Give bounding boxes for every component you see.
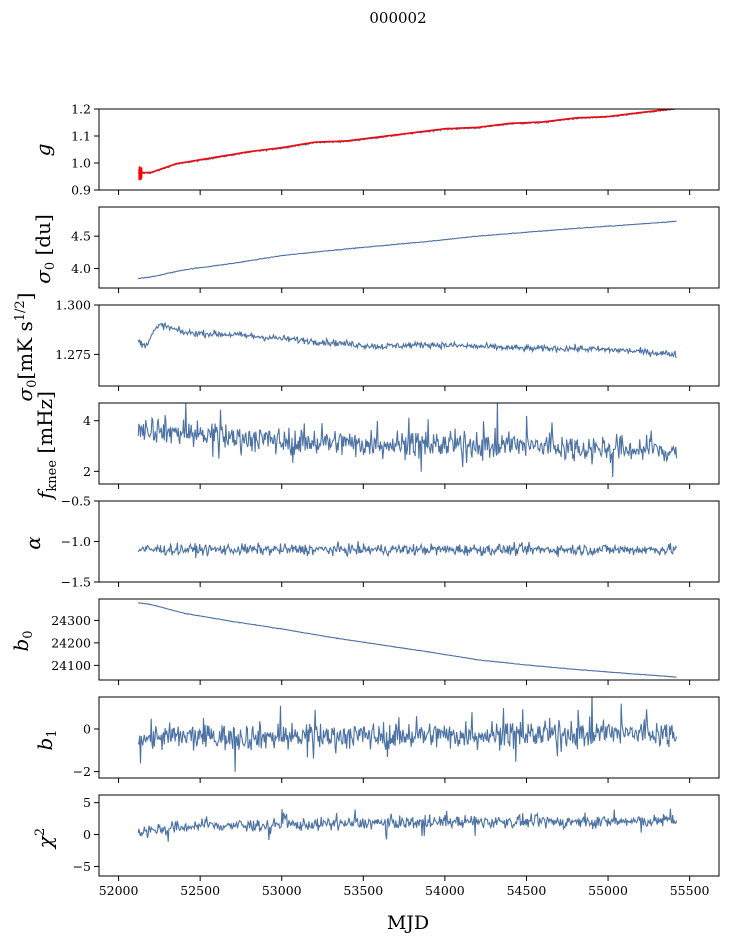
panel-g: 0.9 1.0 1.1 1.2 xyxy=(71,102,720,198)
axes-frame-b1 xyxy=(98,696,720,779)
svg-text:α: α xyxy=(21,536,45,550)
fit-line-g xyxy=(138,109,677,174)
series-line-alpha xyxy=(137,541,678,559)
ytick-label-sigma0-du: 4.5 xyxy=(71,229,91,244)
ytick-label-b1: −2 xyxy=(73,764,91,779)
ytick-label-sigma0-du: 4.0 xyxy=(71,261,91,276)
panel-sigma0-du: 4.0 4.5 xyxy=(71,206,720,293)
svg-text:g: g xyxy=(31,144,55,157)
ytick-label-g: 1.2 xyxy=(71,102,91,117)
ytick-label-alpha: −0.5 xyxy=(61,494,91,509)
ytick-label-chi2: 0 xyxy=(83,827,91,842)
panel-b0: 24100 24200 24300 xyxy=(51,598,720,685)
ytick-label-b0: 24100 xyxy=(51,658,91,673)
axes-frame-b0 xyxy=(98,598,720,681)
series-line-b1 xyxy=(137,697,678,772)
xtick-label: 52000 xyxy=(99,883,139,898)
ytick-label-fknee: 2 xyxy=(83,464,91,479)
ylabel-fknee: fknee [mHz] xyxy=(33,391,60,501)
ytick-label-b1: 0 xyxy=(83,721,91,736)
x-axis: 52000 52500 53000 53500 54000 54500 55000 55500 xyxy=(99,883,710,898)
axes-frame-g xyxy=(98,108,720,191)
axes-frame-sigma0-mk xyxy=(98,304,720,387)
xtick-label: 54000 xyxy=(425,883,465,898)
svg-text:σ0[mK s1/2]: σ0[mK s1/2] xyxy=(13,292,40,401)
ytick-label-b0: 24300 xyxy=(51,613,91,628)
ylabel-alpha: α xyxy=(21,536,45,550)
ytick-label-b0: 24200 xyxy=(51,635,91,650)
ytick-label-g: 1.0 xyxy=(71,156,91,171)
svg-text:b0: b0 xyxy=(9,630,36,651)
x-axis-label: MJD xyxy=(387,912,429,934)
axes-frame-chi2 xyxy=(98,794,720,877)
ytick-label-chi2: 5 xyxy=(83,795,91,810)
ytick-label-alpha: −1.5 xyxy=(61,575,91,590)
ytick-label-sigma0-mk: 1.300 xyxy=(55,298,91,313)
axes-frame-sigma0-du xyxy=(98,206,720,289)
xtick-label: 53000 xyxy=(262,883,302,898)
panel-b1: −2 0 xyxy=(73,696,720,783)
fit-spike-g xyxy=(138,166,143,181)
svg-text:fknee [mHz]: fknee [mHz] xyxy=(33,391,60,501)
ytick-label-fknee: 4 xyxy=(83,413,91,428)
ylabel-b0: b0 xyxy=(9,630,36,651)
panel-sigma0-mk: 1.275 1.300 xyxy=(55,298,720,391)
xtick-label: 54500 xyxy=(507,883,547,898)
series-line-chi2 xyxy=(137,808,678,842)
ytick-label-chi2: −5 xyxy=(73,859,91,874)
ytick-label-g: 0.9 xyxy=(71,183,91,198)
svg-text:b1: b1 xyxy=(33,729,60,750)
axes-frame-fknee xyxy=(98,402,720,485)
ytick-label-sigma0-mk: 1.275 xyxy=(55,347,91,362)
ytick-label-alpha: −1.0 xyxy=(61,534,91,549)
xtick-label: 53500 xyxy=(343,883,383,898)
xtick-label: 52500 xyxy=(180,883,220,898)
ylabel-sigma0-du: σ0 [du] xyxy=(31,214,58,284)
series-line-b0 xyxy=(138,602,677,678)
series-line-fknee xyxy=(137,403,678,478)
ylabel-b1: b1 xyxy=(33,729,60,750)
figure-title: 000002 xyxy=(369,9,426,27)
axes-frame-alpha xyxy=(98,500,720,583)
xtick-label: 55500 xyxy=(670,883,710,898)
panel-chi2: −5 0 5 xyxy=(73,794,720,881)
ylabel-g: g xyxy=(31,144,55,157)
xtick-label: 55000 xyxy=(588,883,628,898)
series-line-g xyxy=(138,109,677,175)
svg-text:χ2: χ2 xyxy=(33,828,57,850)
panel-alpha: −1.5 −1.0 −0.5 xyxy=(61,494,720,590)
series-line-sigma0-du xyxy=(137,220,677,279)
ytick-label-g: 1.1 xyxy=(71,129,91,144)
ylabel-sigma0-mk: σ0[mK s1/2] xyxy=(13,292,40,401)
ylabel-chi2: χ2 xyxy=(33,828,57,850)
panel-fknee: 24 xyxy=(83,402,720,489)
svg-text:σ0 [du]: σ0 [du] xyxy=(31,214,58,284)
series-line-sigma0-mk xyxy=(137,321,677,358)
